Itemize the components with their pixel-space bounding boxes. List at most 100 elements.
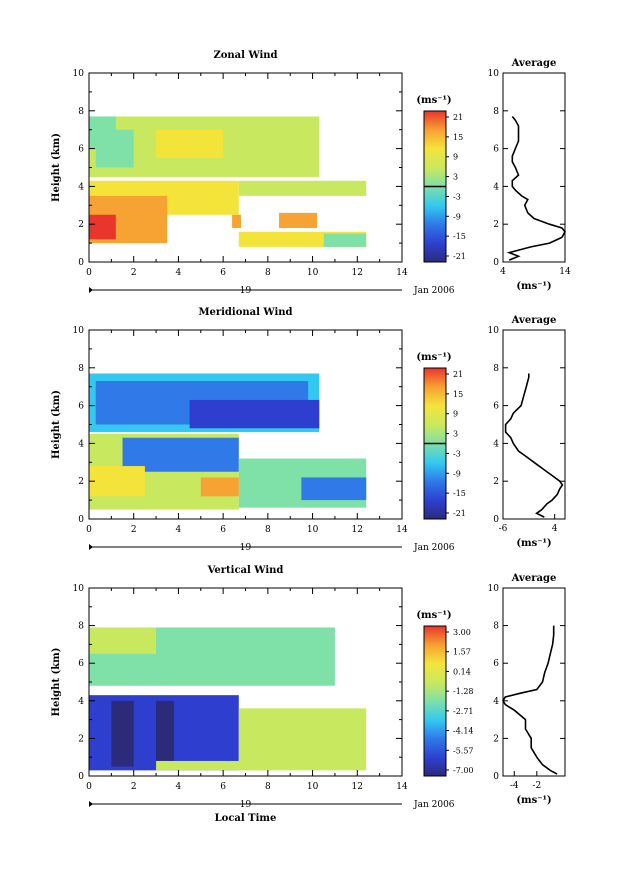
date-label: Jan 2006 — [413, 543, 455, 553]
average-x-tick-label: -6 — [499, 524, 508, 534]
average-y-tick-label: 4 — [493, 182, 499, 192]
colorbar-label: 15 — [453, 390, 463, 399]
x-tick-label: 6 — [220, 268, 226, 278]
y-tick-label: 6 — [78, 659, 84, 669]
colorbar-label: 15 — [453, 133, 463, 142]
x-tick-label: 8 — [265, 782, 271, 792]
x-axis-label: Local Time — [215, 813, 277, 824]
average-frame — [502, 329, 566, 520]
y-tick-label: 4 — [78, 182, 84, 192]
field-patch — [279, 212, 318, 228]
wind-field — [89, 116, 367, 247]
x-tick-label: 8 — [265, 268, 271, 278]
date-arrow — [89, 801, 93, 807]
field-patch — [238, 180, 367, 196]
date-marker: 19 — [240, 800, 252, 810]
date-label: Jan 2006 — [413, 286, 455, 296]
colorbar-label: -15 — [453, 489, 466, 498]
date-label: Jan 2006 — [413, 800, 455, 810]
field-patch — [232, 214, 242, 228]
colorbar-label: 9 — [453, 410, 458, 419]
average-x-tick-label: -2 — [532, 781, 541, 791]
colorbar-label: -9 — [453, 469, 461, 478]
colorbar-label: -9 — [453, 212, 461, 221]
field-patch — [89, 466, 145, 497]
wind-field — [89, 373, 367, 510]
average-y-tick-label: 10 — [488, 69, 500, 79]
average-title: Average — [511, 58, 557, 69]
y-tick-label: 8 — [78, 622, 84, 632]
panel-1: Meridional Wind 0 2 4 6 8 10 12 14 0 2 4 6 8 10 Height … — [51, 307, 566, 553]
average-x-label: (ms⁻¹) — [516, 795, 551, 806]
colorbar-label: -21 — [453, 252, 466, 261]
panel-title: Meridional Wind — [198, 307, 292, 318]
average-y-tick-label: 0 — [493, 258, 499, 268]
average-y-tick-label: 0 — [493, 772, 499, 782]
y-tick-label: 8 — [78, 107, 84, 117]
average-x-label: (ms⁻¹) — [516, 538, 551, 549]
x-tick-label: 14 — [396, 268, 408, 278]
field-patch — [189, 399, 320, 429]
x-tick-label: 2 — [131, 782, 137, 792]
field-patch — [156, 700, 174, 765]
average-profile-line — [502, 625, 558, 775]
colorbar-label: 0.14 — [453, 667, 471, 676]
colorbar-label: -1.28 — [453, 687, 474, 696]
field-patch — [111, 700, 134, 767]
average-y-tick-label: 2 — [493, 734, 499, 744]
average-x-tick-label: 14 — [559, 267, 571, 277]
colorbar-unit: (ms⁻¹) — [416, 610, 451, 621]
y-tick-label: 0 — [78, 515, 84, 525]
y-tick-label: 10 — [73, 584, 85, 594]
average-y-tick-label: 2 — [493, 220, 499, 230]
colorbar-label: -2.71 — [453, 707, 474, 716]
x-tick-label: 4 — [176, 268, 182, 278]
average-profile-line — [506, 115, 566, 261]
x-tick-label: 12 — [352, 525, 363, 535]
field-patch — [89, 627, 157, 654]
y-tick-label: 6 — [78, 145, 84, 155]
wind-field — [89, 627, 367, 771]
x-tick-label: 14 — [396, 782, 408, 792]
x-tick-label: 2 — [131, 268, 137, 278]
average-profile-line — [504, 373, 564, 518]
x-tick-label: 0 — [86, 525, 92, 535]
average-y-tick-label: 6 — [493, 145, 499, 155]
y-axis-label: Height (km) — [51, 390, 62, 459]
x-tick-label: 8 — [265, 525, 271, 535]
panel-0: Zonal Wind 0 2 4 6 8 10 12 14 0 2 4 6 8 10 Height (km) 1… — [51, 50, 571, 296]
average-y-tick-label: 8 — [493, 107, 499, 117]
x-tick-label: 6 — [220, 782, 226, 792]
y-tick-label: 8 — [78, 364, 84, 374]
average-y-tick-label: 10 — [488, 326, 500, 336]
colorbar-label: -21 — [453, 509, 466, 518]
field-patch — [89, 116, 116, 149]
x-tick-label: 4 — [176, 525, 182, 535]
average-frame — [502, 72, 566, 263]
y-tick-label: 4 — [78, 697, 84, 707]
colorbar-unit: (ms⁻¹) — [416, 95, 451, 106]
average-x-tick-label: 4 — [500, 267, 506, 277]
y-tick-label: 10 — [73, 326, 85, 336]
panel-title: Zonal Wind — [213, 50, 277, 61]
colorbar — [423, 625, 447, 777]
average-y-tick-label: 2 — [493, 477, 499, 487]
colorbar-label: 1.57 — [453, 648, 471, 657]
average-y-tick-label: 6 — [493, 659, 499, 669]
y-axis-label: Height (km) — [51, 648, 62, 717]
x-tick-label: 0 — [86, 268, 92, 278]
panel-title: Vertical Wind — [207, 565, 284, 576]
panel-2: Vertical Wind 0 2 4 6 8 10 12 14 0 2 4 6 8 10 Height (k… — [51, 565, 566, 824]
date-arrow — [89, 544, 93, 550]
field-patch — [200, 477, 239, 497]
average-x-label: (ms⁻¹) — [516, 281, 551, 292]
x-tick-label: 4 — [176, 782, 182, 792]
y-tick-label: 6 — [78, 402, 84, 412]
y-tick-label: 2 — [78, 477, 84, 487]
x-tick-label: 10 — [307, 782, 319, 792]
colorbar-label: -3 — [453, 192, 461, 201]
colorbar-label: 3 — [453, 173, 458, 182]
field-patch — [301, 477, 367, 501]
date-arrow — [89, 287, 93, 293]
